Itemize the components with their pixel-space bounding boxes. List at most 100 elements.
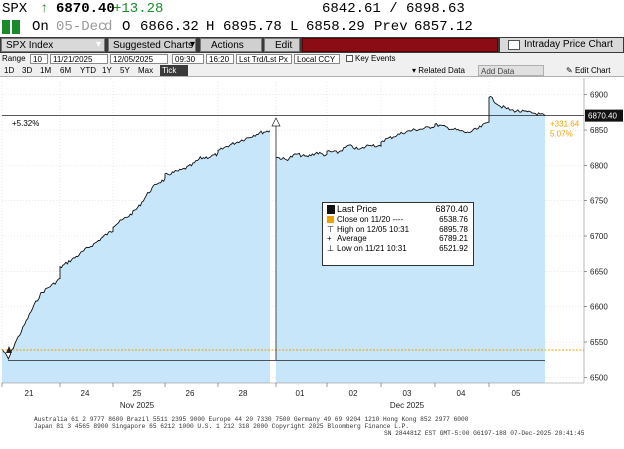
price-tags: 6870.40 +331.645.07% (550, 109, 623, 139)
period-ytd[interactable]: YTD (80, 66, 96, 75)
window-title-text: Intraday Price Chart (524, 39, 613, 50)
period-1m[interactable]: 1M (40, 66, 52, 75)
legend-row-close: Close on 11/20 ---- 6538.76 (327, 215, 470, 225)
bid-ask: 6842.61 / 6898.63 (322, 1, 465, 17)
footer-contacts-line1: Australia 61 2 9777 8600 Brazil 5511 239… (34, 416, 469, 423)
period-3d[interactable]: 3D (22, 66, 33, 75)
toolbar: SPX Index ▾ Suggested Charts ▾ Actions E… (0, 37, 624, 53)
edit-chart-label: Edit Chart (574, 66, 611, 75)
y-tick-label: 6850 (590, 126, 608, 135)
legend-value: 6870.40 (435, 204, 468, 214)
period-5y[interactable]: 5Y (120, 66, 130, 75)
price-mode-select[interactable]: Lst Trd/Lst Px (236, 54, 292, 64)
actions-button[interactable]: Actions (200, 38, 262, 52)
edit-label: Edit (275, 40, 293, 51)
add-data-field[interactable]: Add Data (478, 65, 544, 76)
window-title: Intraday Price Chart (500, 38, 623, 52)
start-time-field[interactable]: 09:30 (172, 54, 204, 64)
y-tick-label: 6650 (590, 267, 608, 276)
x-tick-label: 03 (403, 389, 412, 398)
last-price-swatch-icon (327, 205, 335, 214)
legend-value: 6538.76 (439, 214, 468, 224)
last-price: 6870.40 (56, 1, 115, 17)
low-prefix: L (290, 19, 299, 35)
price-area-fill (2, 96, 545, 383)
suggested-charts-button[interactable]: Suggested Charts (108, 38, 196, 52)
x-tick-label: 24 (81, 389, 90, 398)
high-prefix: H (206, 19, 215, 35)
edit-button[interactable]: Edit (264, 38, 300, 52)
y-tick-label: 6550 (590, 338, 608, 347)
low-marker-icon: ⊥ (327, 244, 334, 254)
command-line[interactable] (302, 38, 498, 52)
footer-session-info: SN 284481Z EST GMT-5:00 G6197-188 07-Dec… (384, 430, 585, 437)
net-change: +13.28 (113, 1, 164, 17)
low-value: 6858.29 (306, 19, 365, 35)
legend-row-high: ⊤ High on 12/05 10:31 6895.78 (327, 225, 470, 235)
quote-header: SPX ↑ 6870.40 +13.28 6842.61 / 6898.63 (0, 0, 624, 18)
pct-change-label: +5.32% (12, 119, 39, 128)
high-marker-icon: ⊤ (327, 224, 334, 234)
legend-label: Average (337, 234, 367, 244)
related-data-label: Related Data (418, 66, 465, 75)
actions-label: Actions (211, 40, 244, 51)
period-tick[interactable]: Tick (160, 65, 188, 76)
x-tick-label: 28 (239, 389, 248, 398)
intraday-price-chart[interactable]: +5.32% 650065506600665067006750680068506… (0, 78, 624, 416)
key-events-toggle[interactable]: Key Events (346, 53, 395, 65)
period-6m[interactable]: 6M (60, 66, 72, 75)
prev-prefix: Prev (374, 19, 408, 35)
security-dropdown-icon[interactable]: ▾ (96, 39, 102, 50)
high-value: 6895.78 (223, 19, 282, 35)
currency-select[interactable]: Local CCY (294, 54, 340, 64)
legend-label: Close on 11/20 ---- (337, 214, 404, 224)
range-number-field[interactable]: 10 (30, 54, 48, 64)
end-time-field[interactable]: 16:20 (206, 54, 234, 64)
last-price-tag-box (585, 109, 623, 122)
close-swatch-icon (327, 215, 334, 223)
legend-label: High on 12/05 10:31 (337, 224, 410, 234)
quote-ohlc: On 05-Dec d O 6866.32 H 6895.78 L 6858.2… (0, 18, 624, 36)
legend-label: Last Price (337, 204, 378, 214)
settings-row: Range 10 11/21/2025 12/05/2025 09:30 16:… (0, 53, 624, 65)
period-1y[interactable]: 1Y (102, 66, 112, 75)
period-bar: 1D 3D 1M 6M YTD 1Y 5Y Max Tick ▾ Related… (0, 65, 624, 77)
period-1d[interactable]: 1D (4, 66, 15, 75)
y-tick-label: 6750 (590, 197, 608, 206)
edit-chart-button[interactable]: ✎ Edit Chart (566, 66, 611, 75)
y-tick-label: 6700 (590, 232, 608, 241)
legend-row-average: + Average 6789.21 (327, 234, 470, 244)
x-tick-label: 21 (25, 389, 34, 398)
legend-value: 6895.78 (439, 224, 468, 234)
date-marker: d (104, 19, 113, 35)
period-max[interactable]: Max (138, 66, 154, 75)
footer: Australia 61 2 9777 8600 Brazil 5511 239… (0, 416, 624, 449)
up-arrow-icon: ↑ (40, 1, 49, 17)
suggested-charts-dropdown-icon[interactable]: ▾ (190, 39, 196, 50)
chart-legend[interactable]: Last Price 6870.40 Close on 11/20 ---- 6… (322, 202, 474, 266)
end-date-field[interactable]: 12/05/2025 (110, 54, 168, 64)
related-data-button[interactable]: ▾ Related Data (412, 66, 465, 75)
reference-lines: +5.32% (2, 115, 584, 361)
x-month-label: Nov 2025 (120, 401, 155, 410)
status-bar-icon-2 (12, 20, 20, 34)
security-field[interactable]: SPX Index (1, 38, 105, 52)
x-tick-label: 26 (186, 389, 195, 398)
change-tag: +331.64 (550, 120, 580, 129)
status-bar-icon (2, 20, 10, 34)
x-tick-label: 05 (512, 389, 521, 398)
range-label: Range (2, 54, 26, 63)
open-prefix: O (122, 19, 131, 35)
x-tick-label: 04 (457, 389, 466, 398)
x-tick-label: 01 (296, 389, 305, 398)
y-tick-label: 6800 (590, 161, 608, 170)
open-value: 6866.32 (140, 19, 199, 35)
legend-value: 6789.21 (439, 234, 468, 244)
start-date-field[interactable]: 11/21/2025 (50, 54, 108, 64)
open-label: On (32, 19, 49, 35)
x-axis: 21 24 25 26 28 01 02 03 04 05 Nov 2025 Dec 2025 (1, 382, 584, 410)
price-line (1, 95, 546, 360)
key-events-checkbox[interactable] (346, 55, 353, 62)
legend-row-last-price: Last Price 6870.40 (327, 204, 470, 215)
high-marker-icon (271, 117, 281, 127)
